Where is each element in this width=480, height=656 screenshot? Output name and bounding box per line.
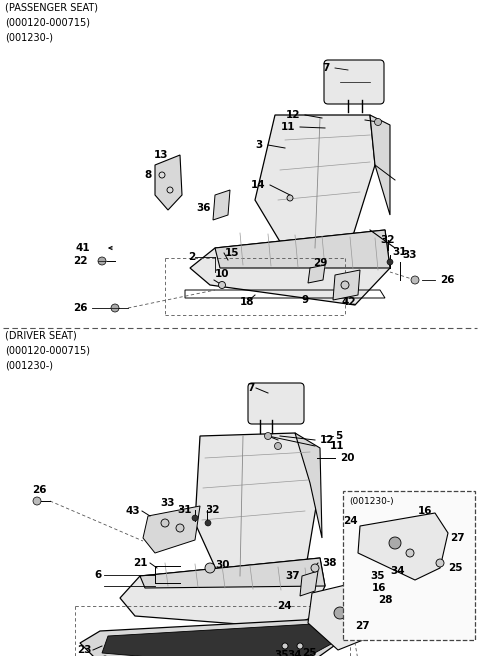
Text: 28: 28 xyxy=(378,595,393,605)
Text: 5: 5 xyxy=(335,431,342,441)
Text: 14: 14 xyxy=(251,180,265,190)
Text: 27: 27 xyxy=(355,621,370,631)
FancyBboxPatch shape xyxy=(324,60,384,104)
Polygon shape xyxy=(80,618,345,656)
FancyBboxPatch shape xyxy=(343,491,475,640)
Polygon shape xyxy=(143,506,200,553)
Text: 35: 35 xyxy=(275,650,289,656)
Text: 12: 12 xyxy=(286,110,300,120)
Text: 25: 25 xyxy=(448,563,463,573)
Text: 25: 25 xyxy=(302,648,316,656)
Circle shape xyxy=(389,537,401,549)
Polygon shape xyxy=(120,558,325,628)
Circle shape xyxy=(167,187,173,193)
Text: (PASSENGER SEAT)
(000120-000715)
(001230-): (PASSENGER SEAT) (000120-000715) (001230… xyxy=(5,3,98,43)
Text: 26: 26 xyxy=(32,485,47,495)
Circle shape xyxy=(282,643,288,649)
Polygon shape xyxy=(308,265,325,283)
Text: 6: 6 xyxy=(95,570,102,580)
Text: 8: 8 xyxy=(144,170,152,180)
Text: 15: 15 xyxy=(225,248,240,258)
Polygon shape xyxy=(300,571,318,596)
Circle shape xyxy=(33,497,41,505)
Text: 27: 27 xyxy=(450,533,465,543)
Circle shape xyxy=(205,563,215,573)
Text: 22: 22 xyxy=(73,256,88,266)
Text: 36: 36 xyxy=(196,203,211,213)
Text: 7: 7 xyxy=(248,383,255,393)
Text: 21: 21 xyxy=(133,558,148,568)
Text: 38: 38 xyxy=(322,558,336,568)
Text: (DRIVER SEAT)
(000120-000715)
(001230-): (DRIVER SEAT) (000120-000715) (001230-) xyxy=(5,331,90,371)
Circle shape xyxy=(111,304,119,312)
Polygon shape xyxy=(370,115,390,215)
Circle shape xyxy=(161,519,169,527)
Text: 9: 9 xyxy=(302,295,309,305)
Polygon shape xyxy=(358,513,448,580)
Polygon shape xyxy=(295,433,322,538)
Circle shape xyxy=(218,281,226,289)
Polygon shape xyxy=(102,623,333,656)
Circle shape xyxy=(192,515,198,521)
Text: 35: 35 xyxy=(371,571,385,581)
Circle shape xyxy=(205,520,211,526)
Text: 24: 24 xyxy=(343,516,358,526)
Circle shape xyxy=(334,607,346,619)
Text: 20: 20 xyxy=(340,453,355,463)
Text: 34: 34 xyxy=(391,566,405,576)
Circle shape xyxy=(406,549,414,557)
Text: 32: 32 xyxy=(205,505,219,515)
Text: 33: 33 xyxy=(160,498,175,508)
Text: 2: 2 xyxy=(188,252,195,262)
Text: 41: 41 xyxy=(75,243,90,253)
Text: 12: 12 xyxy=(320,435,335,445)
Circle shape xyxy=(287,195,293,201)
Circle shape xyxy=(436,559,444,567)
Text: 16: 16 xyxy=(418,506,432,516)
Text: 34: 34 xyxy=(288,650,302,656)
Text: 31: 31 xyxy=(392,247,407,257)
Text: 18: 18 xyxy=(240,297,254,307)
Circle shape xyxy=(159,172,165,178)
Circle shape xyxy=(341,281,349,289)
Text: 37: 37 xyxy=(286,571,300,581)
Text: 7: 7 xyxy=(323,63,330,73)
Polygon shape xyxy=(155,155,182,210)
Text: 11: 11 xyxy=(330,441,345,451)
Polygon shape xyxy=(308,581,375,650)
Polygon shape xyxy=(255,115,375,250)
Polygon shape xyxy=(195,433,320,580)
Text: 42: 42 xyxy=(342,297,357,307)
Text: 16: 16 xyxy=(372,583,386,593)
Circle shape xyxy=(264,432,272,440)
Text: (001230-): (001230-) xyxy=(349,497,394,506)
Text: 23: 23 xyxy=(77,645,92,655)
Text: 43: 43 xyxy=(125,506,140,516)
Polygon shape xyxy=(333,270,360,300)
Text: 13: 13 xyxy=(154,150,168,160)
Polygon shape xyxy=(213,190,230,220)
Text: 32: 32 xyxy=(380,235,395,245)
Circle shape xyxy=(297,643,303,649)
Polygon shape xyxy=(140,558,325,588)
Text: 30: 30 xyxy=(215,560,229,570)
Polygon shape xyxy=(215,230,390,268)
Circle shape xyxy=(176,524,184,532)
Text: 3: 3 xyxy=(256,140,263,150)
Circle shape xyxy=(374,119,382,125)
Text: 10: 10 xyxy=(215,269,229,279)
Circle shape xyxy=(275,443,281,449)
Circle shape xyxy=(411,276,419,284)
Text: 26: 26 xyxy=(73,303,88,313)
Text: 31: 31 xyxy=(178,505,192,515)
Circle shape xyxy=(351,619,359,627)
Circle shape xyxy=(387,259,393,265)
Text: 26: 26 xyxy=(440,275,455,285)
Polygon shape xyxy=(190,230,390,305)
Circle shape xyxy=(98,257,106,265)
Text: 11: 11 xyxy=(280,122,295,132)
Circle shape xyxy=(311,564,319,572)
Text: 33: 33 xyxy=(402,250,417,260)
FancyBboxPatch shape xyxy=(248,383,304,424)
Text: 24: 24 xyxy=(277,601,292,611)
